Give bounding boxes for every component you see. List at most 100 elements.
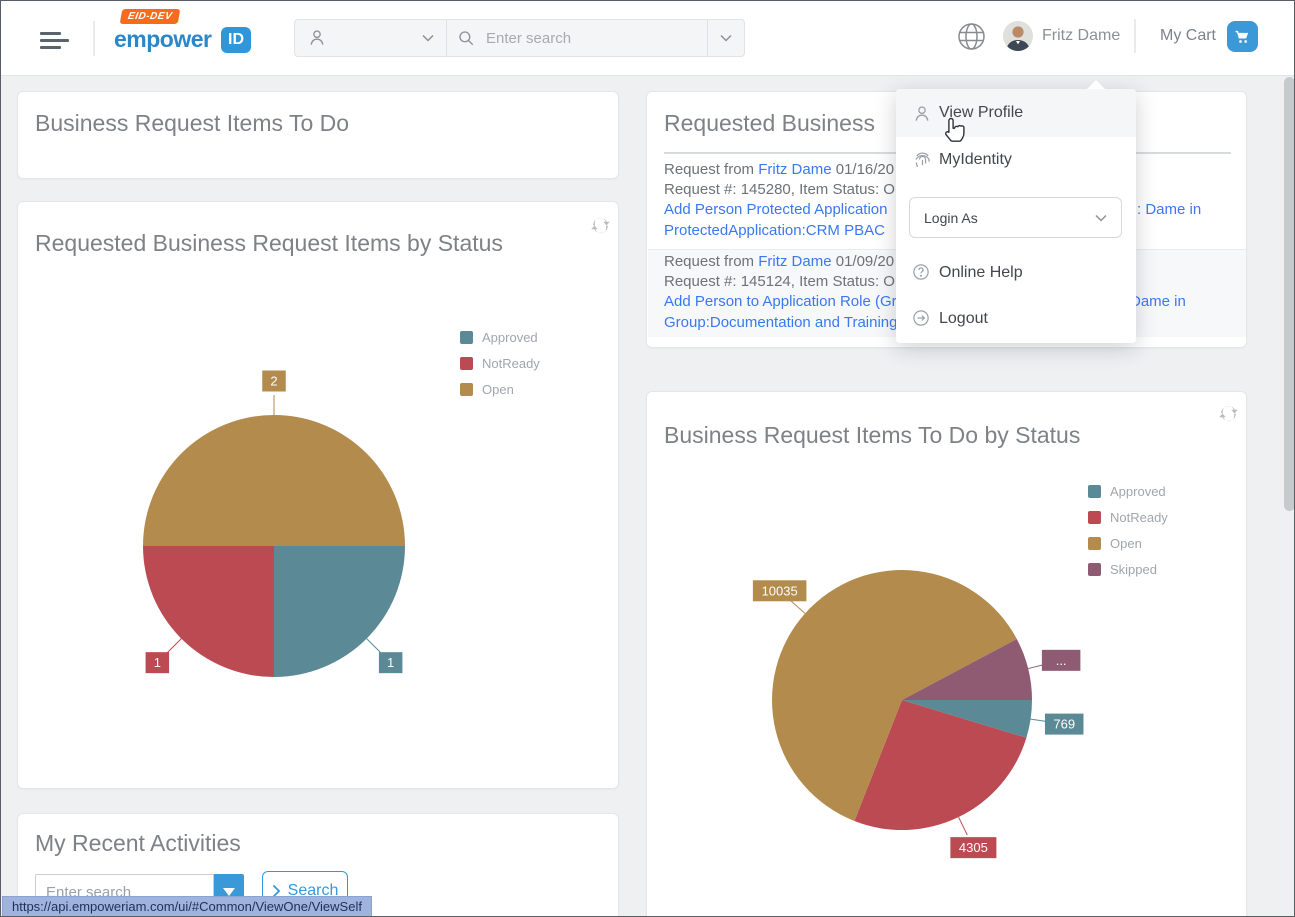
pie-chart-svg: 769 4305 10035... bbox=[752, 570, 1084, 859]
menu-hover-highlight bbox=[896, 89, 1136, 137]
menu-item-my-identity[interactable]: MyIdentity bbox=[939, 151, 1012, 168]
data-label-connector bbox=[366, 638, 382, 654]
menu-icon[interactable] bbox=[40, 32, 70, 50]
user-name[interactable]: Fritz Dame bbox=[1042, 27, 1121, 44]
data-label-connector bbox=[789, 599, 806, 614]
user-icon bbox=[915, 106, 929, 121]
logout-icon bbox=[913, 310, 929, 326]
help-icon bbox=[913, 264, 929, 280]
chevron-down-icon bbox=[422, 34, 434, 42]
data-label-box bbox=[1041, 649, 1081, 671]
pie-slice-notready[interactable] bbox=[143, 546, 274, 677]
legend-swatch bbox=[1088, 511, 1101, 524]
legend-label: NotReady bbox=[482, 356, 540, 371]
data-label-box bbox=[950, 837, 997, 859]
menu-item-logout[interactable]: Logout bbox=[939, 310, 988, 327]
globe-icon[interactable] bbox=[957, 22, 986, 51]
request-meta-line: Request #: 145124, Item Status: Op bbox=[664, 273, 897, 290]
data-label-text: 769 bbox=[1053, 717, 1075, 732]
legend-label: Approved bbox=[482, 330, 538, 345]
brand-logo[interactable]: empower bbox=[114, 26, 212, 52]
data-label-connector bbox=[166, 638, 182, 654]
chart-legend: Approved NotReady Open bbox=[460, 330, 540, 408]
menu-item-online-help[interactable]: Online Help bbox=[939, 264, 1023, 281]
search-options-button[interactable] bbox=[707, 20, 744, 56]
scrollbar-thumb[interactable] bbox=[1284, 77, 1294, 511]
menu-item-view-profile[interactable]: View Profile bbox=[939, 104, 1024, 121]
pie-slice-approved[interactable] bbox=[902, 700, 1032, 738]
brand-logo-id[interactable]: ID bbox=[221, 27, 251, 53]
search-field-wrap bbox=[447, 20, 707, 56]
avatar[interactable] bbox=[1003, 21, 1033, 51]
data-label-box bbox=[262, 370, 286, 392]
legend-item-approved[interactable]: Approved bbox=[1088, 484, 1168, 499]
legend-item-approved[interactable]: Approved bbox=[460, 330, 540, 345]
chart-legend: Approved NotReady Open Skipped bbox=[1088, 484, 1168, 588]
pie-chart-todo-by-status: 769 4305 10035... bbox=[647, 392, 1248, 897]
request-meta-line: Request #: 145280, Item Status: O bbox=[664, 181, 895, 198]
legend-label: NotReady bbox=[1110, 510, 1168, 525]
fingerprint-icon bbox=[915, 152, 930, 168]
dropdown-caret-icon bbox=[223, 888, 235, 896]
legend-swatch bbox=[460, 383, 473, 396]
environment-badge: EID-DEV bbox=[119, 9, 181, 24]
data-label-box bbox=[1044, 713, 1084, 735]
legend-label: Open bbox=[1110, 536, 1142, 551]
top-header: EID-DEV empower ID bbox=[1, 1, 1294, 76]
data-label-text: 1 bbox=[387, 655, 394, 670]
legend-item-skipped[interactable]: Skipped bbox=[1088, 562, 1168, 577]
data-label-text: 1 bbox=[154, 655, 161, 670]
chevron-down-icon bbox=[1095, 214, 1107, 222]
request-item-link-fragment[interactable]: : Dame in bbox=[1137, 201, 1202, 218]
legend-item-open[interactable]: Open bbox=[1088, 536, 1168, 551]
request-item-link[interactable]: Add Person Protected Application bbox=[664, 201, 888, 218]
chevron-down-icon bbox=[720, 34, 732, 42]
requester-link[interactable]: Fritz Dame bbox=[758, 253, 832, 270]
pie-slice-open[interactable] bbox=[143, 415, 405, 546]
requester-link[interactable]: Fritz Dame bbox=[758, 161, 832, 178]
data-label-box bbox=[752, 580, 807, 602]
link-status-bar: https://api.empoweriam.com/ui/#Common/Vi… bbox=[2, 896, 372, 916]
pie-slice-skipped[interactable] bbox=[902, 639, 1032, 700]
user-icon bbox=[310, 30, 324, 45]
data-label-text: 10035 bbox=[762, 583, 798, 598]
request-item-link[interactable]: Add Person to Application Role (Gr bbox=[664, 293, 897, 310]
card-title: Requested Business Request Items by Stat… bbox=[35, 230, 503, 256]
request-item-link[interactable]: Group:Documentation and Training bbox=[664, 314, 897, 331]
request-item-link-fragment[interactable]: Dame in bbox=[1130, 293, 1186, 310]
pie-slice-open[interactable] bbox=[772, 570, 1017, 821]
legend-label: Skipped bbox=[1110, 562, 1157, 577]
card-title: Requested Business bbox=[664, 110, 875, 136]
search-input[interactable] bbox=[484, 28, 697, 48]
data-label-text: 2 bbox=[270, 374, 277, 389]
pie-chart-svg: 1 1 2 bbox=[143, 370, 405, 677]
header-divider bbox=[93, 21, 95, 56]
pie-slice-notready[interactable] bbox=[854, 700, 1027, 831]
data-label-box bbox=[378, 652, 403, 674]
legend-item-open[interactable]: Open bbox=[460, 382, 540, 397]
card-title: My Recent Activities bbox=[35, 830, 241, 856]
search-icon bbox=[459, 31, 474, 46]
pie-chart-requested-by-status: 1 1 2 bbox=[18, 202, 620, 795]
legend-label: Open bbox=[482, 382, 514, 397]
legend-swatch bbox=[1088, 563, 1101, 576]
card-title: Business Request Items To Do bbox=[35, 110, 350, 136]
legend-swatch bbox=[1088, 537, 1101, 550]
legend-swatch bbox=[1088, 485, 1101, 498]
request-item-link[interactable]: ProtectedApplication:CRM PBAC bbox=[664, 222, 885, 239]
pie-slice-approved[interactable] bbox=[274, 546, 405, 677]
search-scope-select[interactable] bbox=[295, 20, 447, 56]
cart-button[interactable] bbox=[1227, 21, 1258, 52]
login-as-select[interactable]: Login As bbox=[909, 197, 1122, 238]
legend-label: Approved bbox=[1110, 484, 1166, 499]
legend-item-notready[interactable]: NotReady bbox=[1088, 510, 1168, 525]
data-label-connector bbox=[958, 816, 968, 836]
avatar-photo bbox=[1003, 21, 1033, 51]
header-divider bbox=[1134, 19, 1136, 53]
profile-dropdown-menu: View Profile MyIdentity Login As Online … bbox=[896, 80, 1136, 343]
card-requested-by-status: Requested Business Request Items by Stat… bbox=[17, 201, 619, 789]
cart-icon bbox=[1235, 30, 1249, 43]
legend-swatch bbox=[460, 357, 473, 370]
legend-item-notready[interactable]: NotReady bbox=[460, 356, 540, 371]
